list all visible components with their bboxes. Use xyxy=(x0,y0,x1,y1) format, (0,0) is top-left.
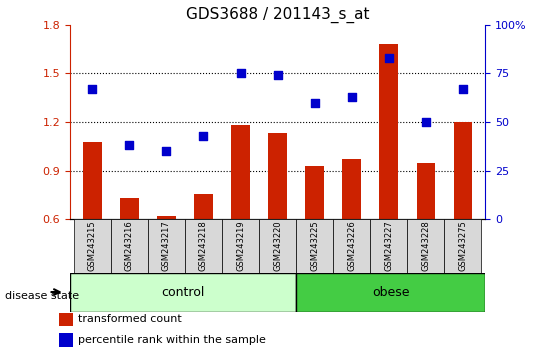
Text: control: control xyxy=(162,286,205,298)
Point xyxy=(273,73,282,78)
FancyBboxPatch shape xyxy=(222,219,259,273)
FancyBboxPatch shape xyxy=(296,273,485,312)
Bar xyxy=(268,133,287,219)
Point xyxy=(310,100,319,105)
Text: obese: obese xyxy=(372,286,410,298)
FancyBboxPatch shape xyxy=(370,219,407,273)
FancyBboxPatch shape xyxy=(74,219,111,273)
FancyBboxPatch shape xyxy=(185,219,222,273)
Text: GSM243215: GSM243215 xyxy=(88,221,97,272)
Text: GSM243275: GSM243275 xyxy=(458,221,467,272)
Bar xyxy=(454,122,472,219)
Point xyxy=(125,143,134,148)
Text: GSM243219: GSM243219 xyxy=(236,221,245,272)
Text: GSM243216: GSM243216 xyxy=(125,221,134,272)
Text: GSM243225: GSM243225 xyxy=(310,221,319,272)
FancyBboxPatch shape xyxy=(111,219,148,273)
Title: GDS3688 / 201143_s_at: GDS3688 / 201143_s_at xyxy=(186,7,369,23)
Bar xyxy=(194,194,213,219)
Bar xyxy=(306,166,324,219)
Point xyxy=(384,55,393,61)
Bar xyxy=(417,163,435,219)
Bar xyxy=(342,159,361,219)
Text: GSM243220: GSM243220 xyxy=(273,221,282,272)
Point xyxy=(459,86,467,92)
Text: percentile rank within the sample: percentile rank within the sample xyxy=(78,335,266,345)
FancyBboxPatch shape xyxy=(444,219,481,273)
Text: GSM243218: GSM243218 xyxy=(199,221,208,272)
Text: GSM243226: GSM243226 xyxy=(347,221,356,272)
Text: disease state: disease state xyxy=(5,291,80,301)
Point xyxy=(199,133,208,138)
Point xyxy=(348,94,356,99)
Point xyxy=(421,119,430,125)
Bar xyxy=(157,216,176,219)
Point xyxy=(88,86,96,92)
Bar xyxy=(59,333,73,347)
Bar xyxy=(59,313,73,326)
Bar xyxy=(120,198,139,219)
Text: GSM243217: GSM243217 xyxy=(162,221,171,272)
FancyBboxPatch shape xyxy=(259,219,296,273)
Text: GSM243227: GSM243227 xyxy=(384,221,393,272)
Bar xyxy=(231,125,250,219)
Bar xyxy=(83,142,101,219)
Text: GSM243228: GSM243228 xyxy=(421,221,430,272)
Point xyxy=(236,70,245,76)
Text: transformed count: transformed count xyxy=(78,314,181,325)
FancyBboxPatch shape xyxy=(148,219,185,273)
FancyBboxPatch shape xyxy=(296,219,333,273)
FancyBboxPatch shape xyxy=(407,219,444,273)
Bar xyxy=(379,44,398,219)
Point xyxy=(162,149,171,154)
FancyBboxPatch shape xyxy=(333,219,370,273)
FancyBboxPatch shape xyxy=(70,273,296,312)
